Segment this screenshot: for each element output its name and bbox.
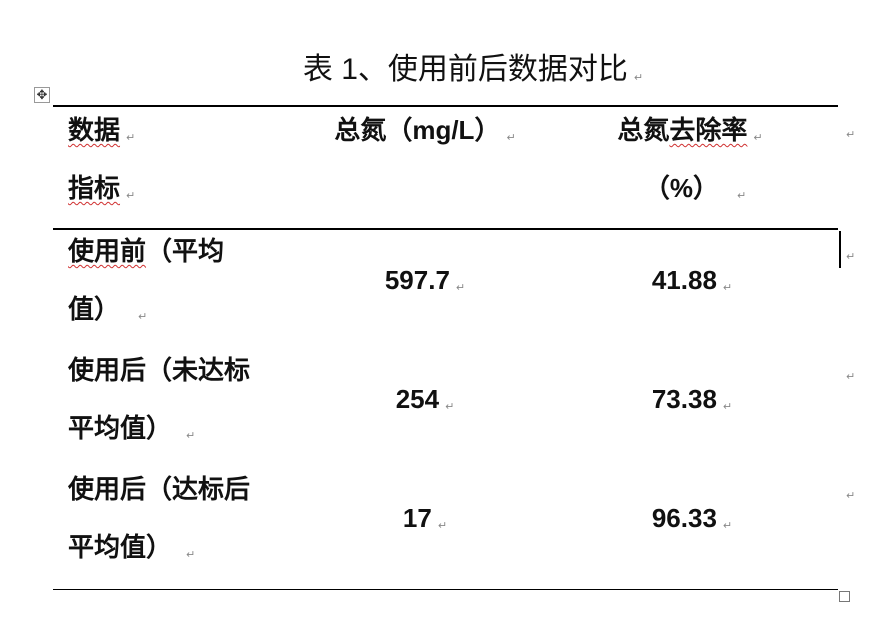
row3-label-line2: 平均值） ↵ — [68, 532, 196, 562]
table-caption: 表 1、使用前后数据对比 ↵ — [302, 53, 644, 86]
row2-label-line1: 使用后（未达标 — [68, 355, 251, 385]
row2-removal-rate: 73.38 ↵ — [651, 384, 733, 414]
table-top-border — [53, 105, 838, 107]
table-header-border — [53, 228, 838, 230]
header-removal-rate-unit: （%） ↵ — [643, 173, 747, 203]
row3-total-nitrogen: 17 ↵ — [402, 503, 448, 533]
table-move-handle-icon[interactable]: ✥ — [34, 87, 50, 103]
row2-label-line2: 平均值） ↵ — [68, 413, 196, 443]
row-end-mark: ↵ — [846, 251, 856, 263]
text-cursor — [839, 231, 841, 268]
row3-removal-rate: 96.33 ↵ — [651, 503, 733, 533]
row1-label-line2: 值） ↵ — [68, 294, 148, 324]
row2-total-nitrogen: 254 ↵ — [395, 384, 455, 414]
header-removal-rate: 总氮去除率 ↵ — [617, 115, 763, 145]
row1-removal-rate: 41.88 ↵ — [651, 265, 733, 295]
row-end-mark: ↵ — [846, 490, 856, 502]
row1-label-line1: 使用前（平均 — [68, 236, 225, 266]
row1-total-nitrogen: 597.7 ↵ — [384, 265, 466, 295]
table-bottom-border — [53, 589, 838, 590]
header-col1-line2: 指标 ↵ — [68, 173, 136, 203]
row3-label-line1: 使用后（达标后 — [68, 474, 251, 504]
header-total-nitrogen: 总氮（mg/L） ↵ — [334, 115, 516, 145]
row-end-mark: ↵ — [846, 129, 856, 141]
row-end-mark: ↵ — [846, 371, 856, 383]
paragraph-mark: ↵ — [633, 72, 644, 84]
header-col1-line1: 数据 ↵ — [68, 115, 136, 145]
table-resize-handle[interactable] — [839, 591, 850, 602]
